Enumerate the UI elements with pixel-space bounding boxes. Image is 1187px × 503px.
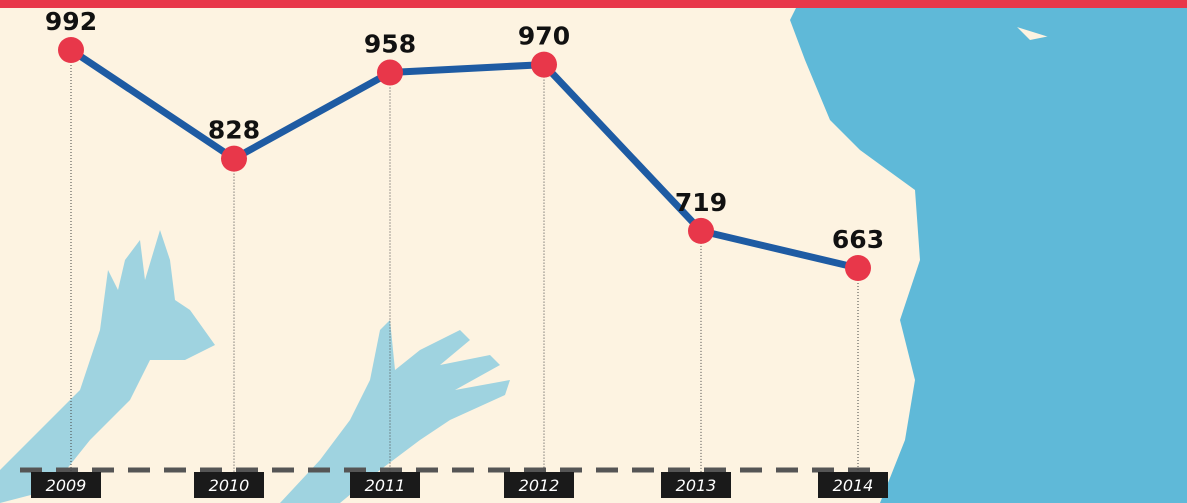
x-tick-label: 2013 <box>676 476 717 495</box>
x-tick-label: 2014 <box>833 476 874 495</box>
page: {"chart_data": {"type": "line", "categor… <box>0 0 1187 503</box>
x-tick-label: 2009 <box>46 476 87 495</box>
point <box>688 218 714 244</box>
data-label: 958 <box>364 30 416 59</box>
data-label: 828 <box>208 116 260 145</box>
point <box>221 146 247 172</box>
top-strip <box>0 0 1187 8</box>
data-label: 663 <box>832 225 884 254</box>
data-label: 992 <box>45 7 97 36</box>
data-label: 970 <box>518 22 570 51</box>
point <box>845 255 871 281</box>
point <box>531 52 557 78</box>
chart: 992 828 958 970 719 663 2009 2010 2011 2012 2013 20… <box>0 0 1187 503</box>
x-tick-label: 2012 <box>519 476 560 495</box>
point <box>58 37 84 63</box>
point <box>377 60 403 86</box>
x-tick-label: 2010 <box>209 476 250 495</box>
data-label: 719 <box>675 188 727 217</box>
x-tick-label: 2011 <box>365 476 406 495</box>
